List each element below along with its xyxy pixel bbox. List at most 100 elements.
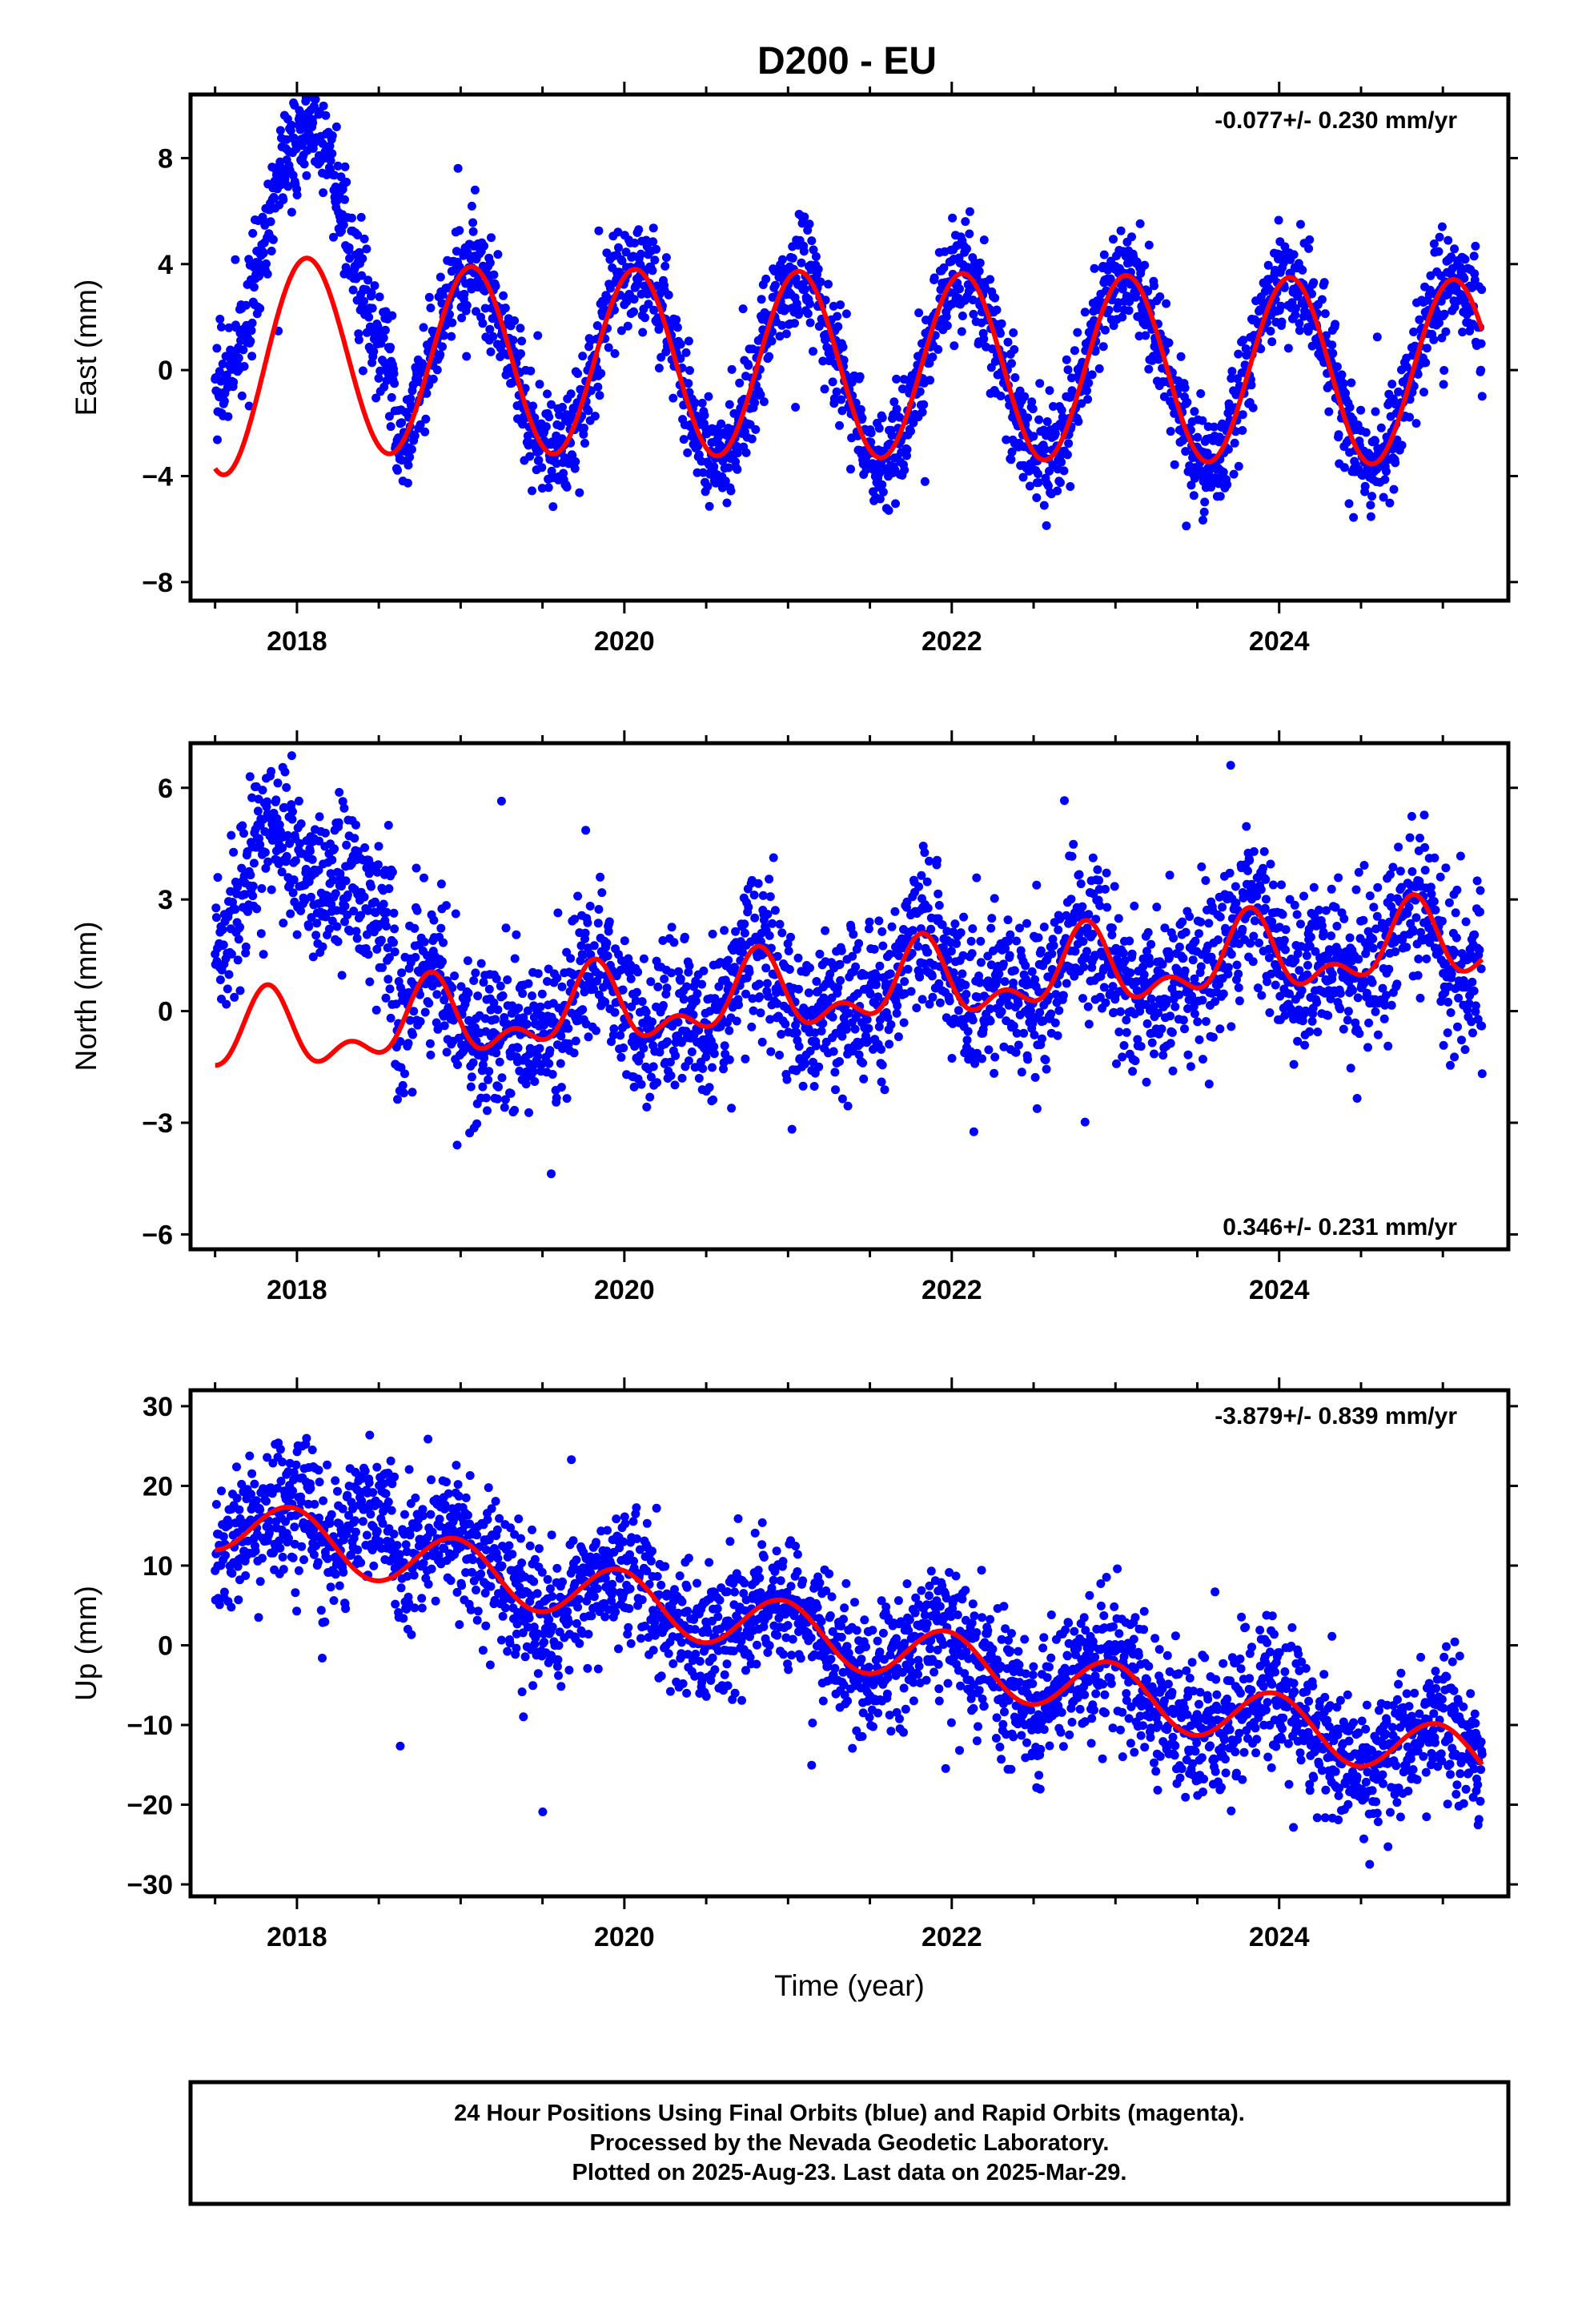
observation-point bbox=[787, 1124, 797, 1134]
observation-point bbox=[381, 307, 391, 316]
observation-point bbox=[1248, 403, 1258, 412]
observation-point bbox=[1372, 332, 1382, 342]
observation-point bbox=[439, 938, 448, 947]
observation-point bbox=[589, 984, 599, 994]
observation-point bbox=[405, 1015, 415, 1025]
observation-point bbox=[813, 264, 823, 274]
observation-point bbox=[1278, 910, 1287, 919]
observation-point bbox=[1109, 1007, 1118, 1017]
observation-point bbox=[333, 937, 343, 947]
observation-point bbox=[878, 941, 888, 951]
observation-point bbox=[258, 786, 267, 795]
observation-point bbox=[699, 966, 709, 975]
observation-point bbox=[259, 950, 268, 959]
observation-point bbox=[247, 793, 257, 802]
observation-point bbox=[583, 918, 592, 927]
observation-point bbox=[390, 947, 400, 957]
observation-point bbox=[1003, 915, 1013, 925]
observation-point bbox=[974, 267, 984, 276]
observation-point bbox=[1146, 939, 1156, 949]
observation-point bbox=[866, 428, 876, 438]
observation-point bbox=[234, 935, 243, 944]
observation-point bbox=[1219, 468, 1228, 477]
observation-point bbox=[387, 867, 397, 877]
observation-point bbox=[1276, 301, 1286, 311]
observation-point bbox=[252, 904, 262, 914]
observation-point bbox=[697, 398, 707, 408]
observation-point bbox=[1010, 345, 1019, 354]
observation-point bbox=[942, 312, 951, 321]
observation-point bbox=[894, 951, 904, 960]
observation-point bbox=[575, 488, 584, 497]
observation-point bbox=[903, 964, 913, 974]
observation-point bbox=[1108, 982, 1118, 991]
observation-point bbox=[633, 967, 643, 977]
observation-point bbox=[235, 923, 244, 932]
observation-point bbox=[493, 1005, 503, 1015]
observation-point bbox=[1291, 304, 1300, 313]
observation-point bbox=[524, 979, 533, 988]
observation-point bbox=[595, 391, 604, 400]
observation-point bbox=[1079, 963, 1089, 971]
observation-point bbox=[384, 953, 394, 963]
observation-point bbox=[667, 923, 677, 932]
observation-point bbox=[327, 131, 337, 140]
observation-point bbox=[1376, 423, 1386, 432]
observation-point bbox=[1010, 373, 1020, 382]
observation-point bbox=[1166, 427, 1175, 436]
observation-point bbox=[1007, 447, 1017, 456]
observation-point bbox=[851, 962, 861, 971]
observation-point bbox=[496, 796, 506, 806]
observation-point bbox=[705, 1007, 715, 1016]
observation-point bbox=[277, 867, 287, 877]
observation-point bbox=[340, 162, 350, 171]
observation-point bbox=[484, 1067, 494, 1076]
observation-point bbox=[286, 909, 295, 919]
observation-point bbox=[523, 1006, 532, 1015]
observation-point bbox=[969, 1127, 978, 1136]
observation-point bbox=[1174, 990, 1184, 999]
observation-point bbox=[877, 480, 887, 489]
observation-point bbox=[486, 1005, 496, 1015]
observation-point bbox=[800, 284, 809, 294]
observation-point bbox=[987, 914, 997, 923]
observation-point bbox=[1361, 428, 1371, 437]
observation-point bbox=[1271, 980, 1280, 990]
observation-point bbox=[762, 979, 772, 988]
observation-point bbox=[744, 903, 753, 912]
observation-point bbox=[769, 853, 778, 862]
observation-point bbox=[468, 218, 478, 227]
observation-point bbox=[341, 876, 351, 886]
observation-point bbox=[1049, 402, 1058, 411]
observation-point bbox=[360, 843, 370, 852]
observation-point bbox=[397, 968, 407, 978]
observation-point bbox=[1291, 310, 1300, 320]
observation-point bbox=[1078, 902, 1087, 911]
observation-point bbox=[679, 435, 689, 444]
observation-point bbox=[1347, 378, 1356, 388]
observation-point bbox=[704, 392, 713, 401]
observation-point bbox=[848, 951, 857, 961]
observation-point bbox=[899, 1018, 909, 1027]
observation-point bbox=[1023, 1055, 1033, 1064]
observation-point bbox=[1154, 1008, 1162, 1018]
observation-point bbox=[1295, 326, 1304, 336]
observation-point bbox=[767, 336, 777, 346]
observation-point bbox=[304, 922, 314, 931]
observation-point bbox=[425, 1039, 435, 1048]
observation-point bbox=[957, 327, 966, 336]
observation-point bbox=[833, 322, 843, 332]
observation-point bbox=[600, 997, 610, 1007]
observation-point bbox=[472, 1119, 482, 1128]
observation-point bbox=[681, 348, 691, 357]
observation-point bbox=[448, 318, 457, 328]
observation-point bbox=[1214, 935, 1223, 944]
observation-point bbox=[1063, 365, 1073, 375]
observation-point bbox=[1083, 1002, 1093, 1011]
observation-point bbox=[372, 867, 382, 877]
observation-point bbox=[1238, 410, 1247, 420]
observation-point bbox=[1190, 974, 1199, 983]
observation-point bbox=[239, 829, 248, 838]
observation-point bbox=[424, 999, 434, 1008]
observation-point bbox=[1082, 947, 1091, 956]
